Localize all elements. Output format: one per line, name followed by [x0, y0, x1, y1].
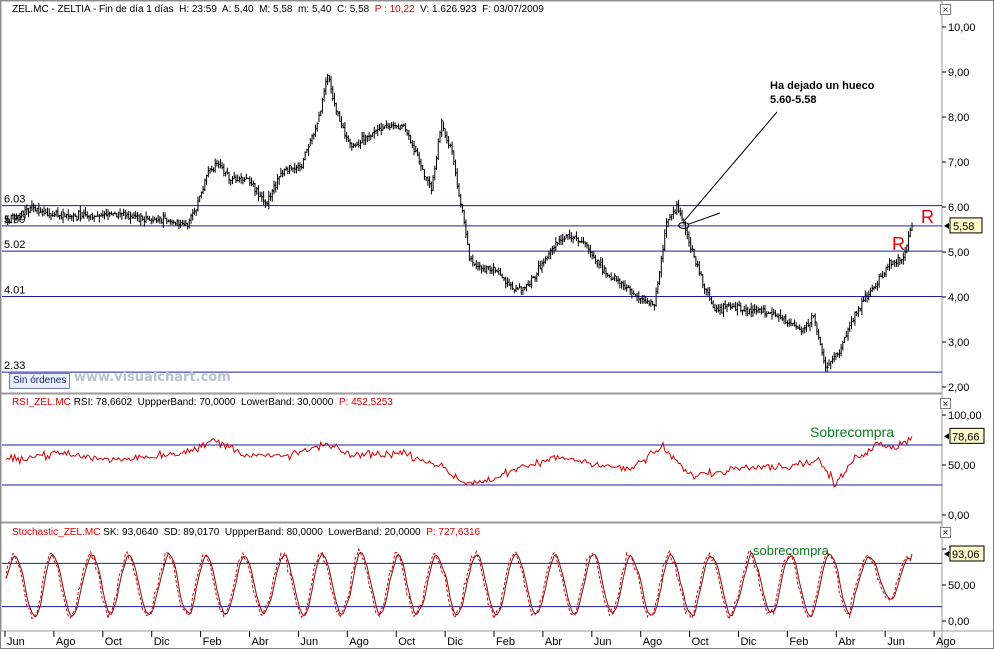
stoch-last-pointer [944, 550, 949, 557]
annotation-arrow [683, 111, 778, 222]
rsi-last-box [949, 427, 985, 444]
signal-r-2: R [921, 207, 934, 227]
price-header: ZEL.MC - ZELTIA - Fin de día 1 días H: 2… [12, 4, 544, 15]
annotation-note-line1: Ha dejado un hueco [770, 80, 875, 92]
time-tick-label: Feb [496, 636, 515, 648]
close-stochastic-panel-icon[interactable]: × [940, 527, 951, 538]
time-tick-label: Dic [447, 636, 463, 648]
stochastic-header: Stochastic_ZEL.MC SK: 93,0640 SD: 89,017… [12, 527, 481, 538]
last-price-box [949, 217, 983, 234]
rsi-last-pointer [944, 433, 949, 440]
signal-r-1: R [892, 234, 905, 254]
stoch-y-tick-label: 0,00 [948, 616, 969, 628]
last-price-pointer [944, 222, 949, 229]
time-tick-label: Abr [252, 636, 269, 648]
time-tick-label: Feb [203, 636, 222, 648]
gap-pointer-line [687, 212, 721, 225]
gap-marker [678, 221, 690, 229]
support-line-label: 2.33 [4, 360, 25, 372]
price-y-tick-label: 7,00 [948, 157, 969, 169]
rsi-y-tick-label: 50,00 [948, 460, 976, 472]
rsi-panel-frame [0, 393, 943, 523]
rsi-header: RSI_ZEL.MC RSI: 78,6602 UppperBand: 70,0… [12, 397, 393, 408]
time-tick-label: Dic [154, 636, 170, 648]
price-bars [5, 73, 914, 373]
time-tick-label: Ago [936, 636, 956, 648]
time-tick-label: Jun [7, 636, 25, 648]
stoch-panel-frame [0, 522, 943, 632]
price-y-tick-label: 10,00 [948, 22, 976, 34]
stoch-last-label: 93,06 [952, 549, 980, 561]
stoch-y-tick-label: 50,00 [948, 580, 976, 592]
rsi-overbought-label: Sobrecompra [810, 424, 894, 440]
time-tick-label: Oct [398, 636, 415, 648]
time-tick-label: Abr [838, 636, 855, 648]
time-tick-label: Jun [594, 636, 612, 648]
time-tick-label: Jun [300, 636, 318, 648]
support-line-label: 5.02 [4, 239, 25, 251]
price-panel-frame [0, 0, 943, 394]
annotation-note-line2: 5.60-5.58 [770, 94, 816, 106]
price-y-tick-label: 8,00 [948, 112, 969, 124]
rsi-line [5, 436, 913, 488]
time-tick-label: Oct [692, 636, 709, 648]
stoch-last-box [949, 545, 985, 562]
time-tick-label: Feb [789, 636, 808, 648]
last-price-label: 5,58 [953, 221, 974, 233]
time-tick-label: Ago [56, 636, 76, 648]
price-y-tick-label: 3,00 [948, 337, 969, 349]
rsi-y-tick-label: 0,00 [948, 510, 969, 522]
close-rsi-panel-icon[interactable]: × [940, 398, 951, 409]
sin-ordenes-button[interactable]: Sin órdenes [9, 373, 71, 389]
price-y-tick-label: 2,00 [948, 382, 969, 394]
rsi-y-tick-label: 100,00 [948, 410, 982, 422]
time-tick-label: Ago [643, 636, 663, 648]
price-y-tick-label: 5,00 [948, 247, 969, 259]
time-tick-label: Dic [741, 636, 757, 648]
stoch-sk-line [5, 547, 913, 621]
support-line-label: 4.01 [4, 285, 25, 297]
support-line-label: 6.03 [4, 194, 25, 206]
time-tick-label: Oct [105, 636, 122, 648]
watermark: www.visualchart.com [74, 370, 231, 385]
price-y-tick-label: 9,00 [948, 67, 969, 79]
time-tick-label: Jun [887, 636, 905, 648]
price-y-tick-label: 4,00 [948, 292, 969, 304]
price-y-tick-label: 6,00 [948, 202, 969, 214]
time-tick-label: Ago [349, 636, 369, 648]
rsi-last-label: 78,66 [952, 431, 980, 443]
stoch-sd-line [5, 551, 913, 618]
time-tick-label: Abr [545, 636, 562, 648]
close-price-panel-icon[interactable]: × [940, 4, 951, 15]
stoch-overbought-label: sobrecompra [753, 543, 830, 558]
